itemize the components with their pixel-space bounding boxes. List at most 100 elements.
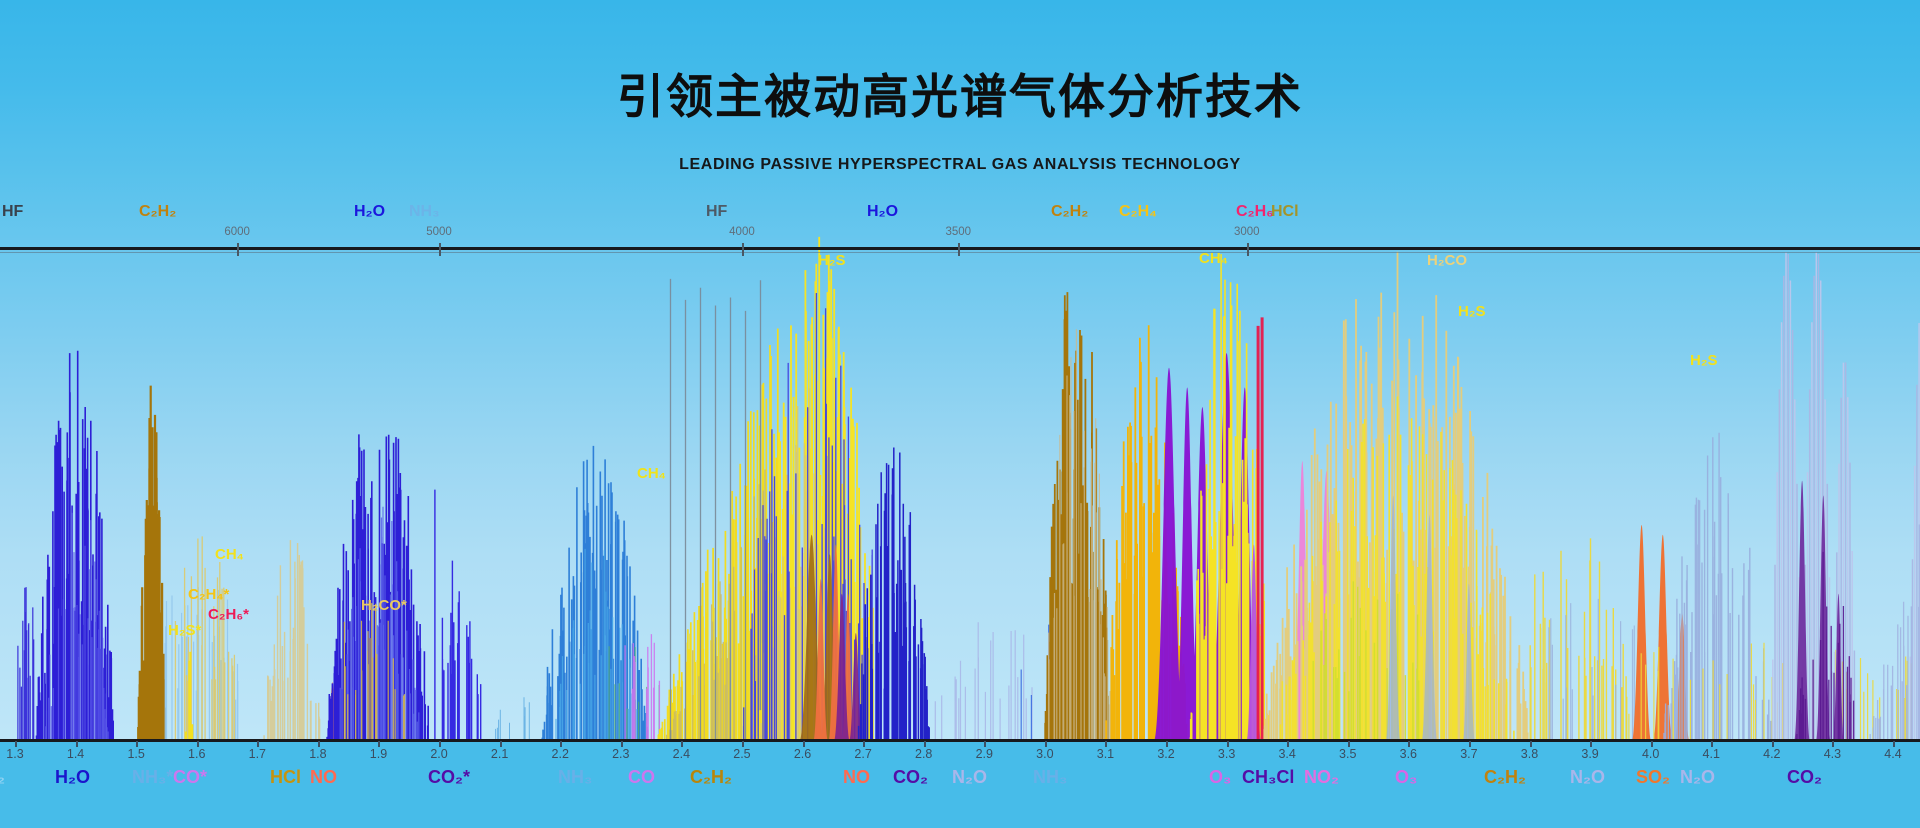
bottom-gas-label-NH₃*: NH₃* [132,767,174,787]
band-sparse-2-1 [495,697,530,741]
bottom-wavelength-4.3: 4.3 [1823,747,1842,761]
bottom-wavelength-2.5: 2.5 [733,747,751,761]
axis-tick-mark [863,741,866,747]
axis-tick-mark [1347,741,1350,747]
axis-tick-mark [378,741,381,747]
top-gas-label-C₂H₄: C₂H₄ [1119,203,1157,220]
bottom-axis-strip: 1.3 1.4 1.5 1.6 1.7 1.8 1.9 2.0 2.1 2.2 2.3 2.4 2.5 2… [0,741,1920,828]
axis-tick-mark [317,741,320,747]
bottom-gas-label-CH₃Cl: CH₃Cl [1242,767,1295,787]
spectral-chart-area: 引领主被动高光谱气体分析技术 LEADING PASSIVE HYPERSPEC… [0,0,1920,742]
band-h2o-1-4-light [44,512,109,741]
bottom-gas-label-H₂O: H₂O [55,767,90,787]
band-n2o-2-9 [934,622,1033,741]
top-gas-label-C₂H₂: C₂H₂ [1051,203,1089,220]
top-gas-label-H₂O: H₂O [867,203,899,220]
bottom-wavelength-4.2: 4.2 [1763,747,1781,761]
top-wavenumber-5000: 5000 [426,226,452,238]
band-hcl-khaki-1-75 [263,540,321,741]
bottom-gas-label-NO: NO [310,767,337,787]
inplot-gas-label-H₂S: H₂S [818,252,846,269]
axis-tick-mark [1711,741,1714,747]
bottom-wavelength-3.4: 3.4 [1278,747,1296,761]
axis-tick-mark [741,741,744,747]
bottom-wavelength-3.3: 3.3 [1217,747,1236,761]
bottom-wavelength-1.8: 1.8 [309,747,327,761]
band-yellow-1-59 [184,651,194,741]
bottom-wavelength-1.5: 1.5 [127,747,145,761]
bottom-wavelength-2.2: 2.2 [551,747,569,761]
inplot-gas-label-H₂S: H₂S [1458,303,1486,320]
axis-tick-mark [620,741,623,747]
band-purple-2-67 [834,593,863,741]
top-wavenumber-6000: 6000 [224,226,250,238]
axis-tick-mark [1771,741,1774,747]
top-wavenumber-3000: 3000 [1233,226,1260,238]
bottom-wavelength-4.1: 4.1 [1702,747,1720,761]
bottom-wavelength-2.7: 2.7 [854,747,872,761]
top-gas-label-HF: HF [706,203,728,220]
page-title: 引领主被动高光谱气体分析技术 [617,70,1303,123]
axis-tick-mark [1468,741,1471,747]
band-periwinkle-3-9 [1548,598,1639,741]
bottom-gas-label-N₂O: N₂O [952,767,987,787]
axis-tick-mark [923,741,926,747]
inplot-gas-label-C₂H₆*: C₂H₆* [208,606,249,623]
band-yellow-3-9 [1529,538,1627,741]
bottom-wavelength-1.9: 1.9 [369,747,388,761]
inplot-gas-label-H₂S: H₂S [1690,352,1718,369]
bottom-gas-label-C₂H₂: C₂H₂ [1484,767,1526,787]
axis-tick-mark [1166,741,1169,747]
bottom-wavelength-3.9: 3.9 [1581,747,1599,761]
axis-tick-mark [136,741,139,747]
top-gas-label-H₂O: H₂O [354,203,386,220]
band-yellowgreen-3-5 [1312,581,1420,741]
bottom-gas-label-O₃: O₃ [1395,767,1418,787]
bottom-gas-label-N₂O: N₂O [1570,767,1605,787]
bottom-gas-label-CO: CO [628,767,655,787]
band-c2h2-3-05-tan [1048,329,1111,741]
axis-tick-mark [439,741,442,747]
axis-tick-mark [1590,741,1593,747]
bottom-wavelength-3.1: 3.1 [1096,747,1115,761]
inplot-gas-label-CH₄: CH₄ [637,465,666,482]
bottom-gas-label-CO₂: CO₂ [893,767,928,787]
bottom-wavelength-2.0: 2.0 [430,747,448,761]
top-gas-label-C₂H₆: C₂H₆ [1236,203,1274,220]
axis-tick-mark [1226,741,1229,747]
inplot-gas-label-H₂CO*: H₂CO* [361,597,407,614]
bottom-wavelength-2.4: 2.4 [672,747,691,761]
bottom-wavelength-4.0: 4.0 [1641,747,1660,761]
bottom-gas-label-NH₃: NH₃ [558,767,593,787]
axis-tick-mark [1529,741,1532,747]
inplot-gas-label-CH₄: CH₄ [1199,250,1228,267]
band-n2o-periw-4-1 [1663,432,1772,741]
inplot-gas-label-H₂S*: H₂S* [168,622,202,639]
bottom-gas-label-NH₃: NH₃ [1033,767,1068,787]
bottom-wavelength-3.6: 3.6 [1399,747,1418,761]
page-subtitle: LEADING PASSIVE HYPERSPECTRAL GAS ANALYS… [679,156,1241,173]
bottom-gas-label-C₂H₂: C₂H₂ [690,767,732,787]
bottom-gas-label-NO₂: NO₂ [1304,767,1339,787]
axis-tick-mark [958,243,961,256]
top-gas-label-HF: HF [2,203,24,220]
axis-tick-mark [75,741,78,747]
axis-tick-mark [1246,243,1249,256]
bottom-wavelength-4.4: 4.4 [1884,747,1902,761]
bottom-wavelength-3.0: 3.0 [1036,747,1054,761]
axis-tick-mark [196,741,199,747]
top-wavenumber-4000: 4000 [729,226,755,238]
bottom-wavelength-2.9: 2.9 [975,747,993,761]
axis-tick-mark [1892,741,1895,747]
bottom-gas-label-CO₂: CO₂ [1787,767,1822,787]
top-gas-label-C₂H₂: C₂H₂ [139,203,177,220]
axis-tick-mark [257,741,260,747]
band-co2s-2-0 [434,489,498,741]
bottom-gas-label-CO₂*: CO₂* [428,767,471,787]
top-wavenumber-3500: 3500 [945,226,972,238]
band-brown-2-62 [799,534,839,741]
bottom-gas-label-NO: NO [843,767,870,787]
bottom-gas-label-₂: ₂ [0,767,5,787]
band-purple-lines-4-3 [1795,551,1855,741]
